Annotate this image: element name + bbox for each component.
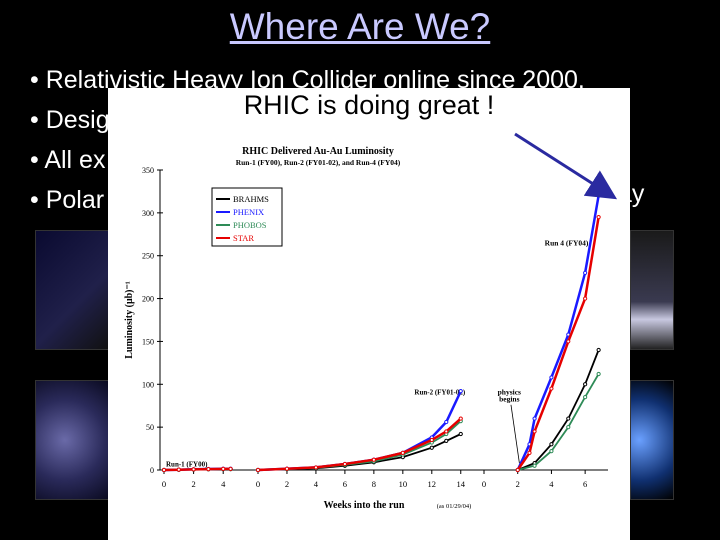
data-point-star (161, 467, 167, 473)
y-tick-label: 50 (146, 423, 154, 432)
data-point-star (566, 339, 571, 344)
data-point-star (221, 466, 226, 471)
data-point-phenix (532, 416, 537, 421)
x-axis-note: (as 01/29/04) (437, 503, 471, 510)
x-tick-label: 2 (516, 479, 520, 489)
data-point-star (400, 450, 405, 455)
data-point-star (532, 429, 537, 434)
data-point-brahms (429, 445, 434, 450)
data-point-brahms (583, 382, 588, 387)
panel-label-run1: Run-1 (FY00) (166, 460, 208, 468)
detector-image-right-bottom (630, 380, 674, 500)
y-axis-label: Luminosity (μb)⁻¹ (124, 281, 135, 359)
x-tick-label: 4 (549, 479, 554, 489)
data-point-brahms (566, 416, 571, 421)
data-point-star (444, 429, 449, 434)
data-point-phobos (566, 425, 571, 430)
data-point-star (371, 457, 376, 462)
data-point-phobos (532, 463, 537, 468)
data-point-phenix (444, 419, 449, 425)
data-point-star (429, 437, 434, 443)
overlay-headline: RHIC is doing great ! (243, 90, 495, 120)
data-point-brahms (458, 431, 463, 437)
annotation-begins: begins (499, 394, 520, 403)
bullet-2: • Desig (30, 106, 110, 134)
annotation-arrow (510, 404, 520, 464)
x-tick-label: 4 (221, 479, 226, 489)
x-tick-label: 2 (191, 479, 195, 489)
data-point-star (255, 467, 261, 473)
bullet-3: • All ex (30, 146, 106, 174)
luminosity-chart-panel: RHIC is doing great ! RHIC Delivered Au-… (108, 88, 630, 540)
legend-box (211, 187, 283, 247)
x-tick-label: 4 (314, 479, 319, 489)
data-point-star (549, 386, 554, 391)
series-line-phobos-run4 (517, 373, 600, 471)
x-tick-label: 6 (343, 479, 347, 489)
data-point-phobos (549, 449, 554, 454)
x-tick-label: 10 (399, 479, 408, 489)
data-point-star (342, 461, 347, 467)
data-point-star (228, 466, 233, 471)
chart-subtitle: Run-1 (FY00), Run-2 (FY01-02), and Run-4… (236, 158, 401, 167)
data-point-star (515, 467, 520, 473)
data-point-star (527, 450, 532, 455)
x-tick-label: 2 (285, 479, 289, 489)
legend-label-phenix: PHENIX (233, 207, 264, 217)
arrow-line (514, 132, 618, 200)
data-point-phenix (458, 389, 463, 394)
annotation-physics: physics (498, 388, 521, 397)
data-point-phobos (596, 371, 601, 377)
x-tick-label: 0 (162, 479, 166, 489)
y-tick-label: 300 (142, 209, 154, 218)
panel-label-run4: Run 4 (FY04) (545, 238, 589, 247)
legend-label-star: STAR (233, 233, 254, 243)
y-tick-label: 250 (142, 252, 154, 261)
detector-image-left-bottom (35, 380, 109, 500)
detector-image-right-top (630, 230, 674, 350)
data-point-star (206, 467, 211, 472)
x-tick-label: 0 (482, 479, 486, 489)
legend-label-phobos: PHOBOS (233, 220, 267, 230)
y-tick-label: 350 (142, 166, 154, 175)
legend-label-brahms: BRAHMS (233, 194, 269, 204)
data-point-star (583, 296, 588, 301)
data-point-brahms (549, 442, 554, 447)
x-tick-label: 14 (457, 479, 466, 489)
data-point-star (596, 215, 601, 220)
x-tick-label: 12 (428, 479, 437, 489)
x-axis-label: Weeks into the run (324, 500, 405, 511)
y-tick-label: 100 (142, 380, 154, 389)
data-point-star (191, 467, 196, 472)
data-point-phenix (583, 270, 588, 275)
data-point-star (284, 466, 290, 471)
data-point-phobos (583, 395, 588, 400)
data-point-brahms (444, 438, 449, 443)
data-point-star (313, 465, 319, 470)
y-tick-label: 0 (150, 466, 154, 475)
x-tick-label: 6 (583, 479, 587, 489)
data-point-star (176, 467, 181, 472)
data-point-brahms (596, 347, 601, 353)
data-point-phenix (549, 375, 554, 380)
x-tick-label: 8 (372, 479, 376, 489)
x-tick-label: 0 (256, 479, 260, 489)
panel-label-run2: Run-2 (FY01-02) (414, 389, 465, 397)
series-line-brahms-run4 (517, 349, 600, 471)
bullet-4: • Polar (30, 186, 105, 214)
data-point-star (458, 416, 463, 421)
y-tick-label: 150 (142, 337, 154, 346)
chart-title: RHIC Delivered Au-Au Luminosity (242, 146, 394, 157)
slide-title: Where Are We? (229, 6, 491, 47)
y-tick-label: 200 (142, 295, 154, 304)
